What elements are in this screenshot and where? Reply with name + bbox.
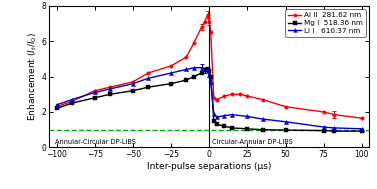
Al II  281.62 nm [208, 31, 213, 33]
Mg I  518.36 nm [360, 130, 364, 132]
Al II  281.62 nm [70, 100, 74, 102]
Mg I  518.36 nm [207, 70, 211, 72]
Mg I  518.36 nm [70, 102, 74, 104]
Mg I  518.36 nm [192, 75, 196, 78]
Mg I  518.36 nm [54, 107, 59, 110]
Text: Circular-Annular DP-LIBS: Circular-Annular DP-LIBS [212, 139, 293, 145]
Mg I  518.36 nm [108, 93, 112, 95]
Li I   610.37 nm [261, 118, 265, 120]
Al II  281.62 nm [205, 13, 210, 16]
Mg I  518.36 nm [222, 125, 227, 127]
Mg I  518.36 nm [230, 127, 234, 129]
Al II  281.62 nm [184, 56, 188, 58]
Al II  281.62 nm [108, 86, 112, 88]
Li I   610.37 nm [322, 126, 326, 128]
Mg I  518.36 nm [261, 129, 265, 131]
Mg I  518.36 nm [332, 130, 337, 132]
Mg I  518.36 nm [245, 128, 250, 130]
Mg I  518.36 nm [208, 75, 213, 78]
Li I   610.37 nm [70, 98, 74, 101]
Li I   610.37 nm [169, 72, 173, 74]
Al II  281.62 nm [146, 72, 150, 74]
Al II  281.62 nm [230, 93, 234, 95]
Li I   610.37 nm [332, 127, 337, 129]
Al II  281.62 nm [131, 81, 135, 83]
Al II  281.62 nm [211, 97, 216, 99]
Al II  281.62 nm [222, 95, 227, 97]
Mg I  518.36 nm [169, 82, 173, 85]
Mg I  518.36 nm [184, 79, 188, 81]
Y-axis label: Enhancement ($I_t$/$I_0$): Enhancement ($I_t$/$I_0$) [26, 32, 38, 121]
Li I   610.37 nm [215, 116, 219, 119]
Line: Mg I  518.36 nm: Mg I 518.36 nm [55, 68, 363, 133]
Li I   610.37 nm [146, 77, 150, 79]
Al II  281.62 nm [261, 98, 265, 101]
Al II  281.62 nm [360, 117, 364, 119]
Li I   610.37 nm [184, 68, 188, 71]
Li I   610.37 nm [283, 121, 288, 123]
Mg I  518.36 nm [146, 86, 150, 88]
Mg I  518.36 nm [322, 129, 326, 132]
Li I   610.37 nm [108, 88, 112, 90]
Mg I  518.36 nm [202, 69, 207, 71]
Li I   610.37 nm [360, 128, 364, 130]
Al II  281.62 nm [215, 98, 219, 101]
Legend: Al II  281.62 nm, Mg I  518.36 nm, Li I   610.37 nm: Al II 281.62 nm, Mg I 518.36 nm, Li I 61… [285, 9, 366, 37]
Al II  281.62 nm [202, 20, 207, 23]
Mg I  518.36 nm [215, 123, 219, 125]
Al II  281.62 nm [192, 42, 196, 44]
Line: Al II  281.62 nm: Al II 281.62 nm [55, 13, 363, 120]
Al II  281.62 nm [238, 93, 242, 95]
Li I   610.37 nm [92, 91, 97, 94]
Mg I  518.36 nm [199, 72, 204, 74]
Li I   610.37 nm [131, 82, 135, 85]
Mg I  518.36 nm [211, 120, 216, 122]
Li I   610.37 nm [230, 114, 234, 116]
Li I   610.37 nm [192, 67, 196, 69]
Li I   610.37 nm [245, 115, 250, 118]
Li I   610.37 nm [199, 67, 204, 69]
Li I   610.37 nm [54, 104, 59, 106]
Mg I  518.36 nm [205, 68, 210, 71]
Li I   610.37 nm [207, 74, 211, 76]
Al II  281.62 nm [332, 114, 337, 116]
Li I   610.37 nm [208, 81, 213, 83]
Al II  281.62 nm [207, 20, 211, 23]
Al II  281.62 nm [322, 111, 326, 113]
Text: Annular-Circular DP-LIBS: Annular-Circular DP-LIBS [55, 139, 136, 145]
X-axis label: Inter-pulse separations (μs): Inter-pulse separations (μs) [147, 162, 271, 171]
Al II  281.62 nm [199, 26, 204, 28]
Al II  281.62 nm [169, 65, 173, 67]
Al II  281.62 nm [54, 105, 59, 108]
Mg I  518.36 nm [283, 129, 288, 131]
Mg I  518.36 nm [92, 97, 97, 99]
Mg I  518.36 nm [131, 90, 135, 92]
Li I   610.37 nm [211, 113, 216, 115]
Line: Li I   610.37 nm: Li I 610.37 nm [55, 66, 364, 131]
Li I   610.37 nm [205, 68, 210, 71]
Al II  281.62 nm [283, 105, 288, 108]
Al II  281.62 nm [245, 95, 250, 97]
Li I   610.37 nm [222, 114, 227, 117]
Li I   610.37 nm [202, 67, 207, 70]
Al II  281.62 nm [92, 90, 97, 92]
